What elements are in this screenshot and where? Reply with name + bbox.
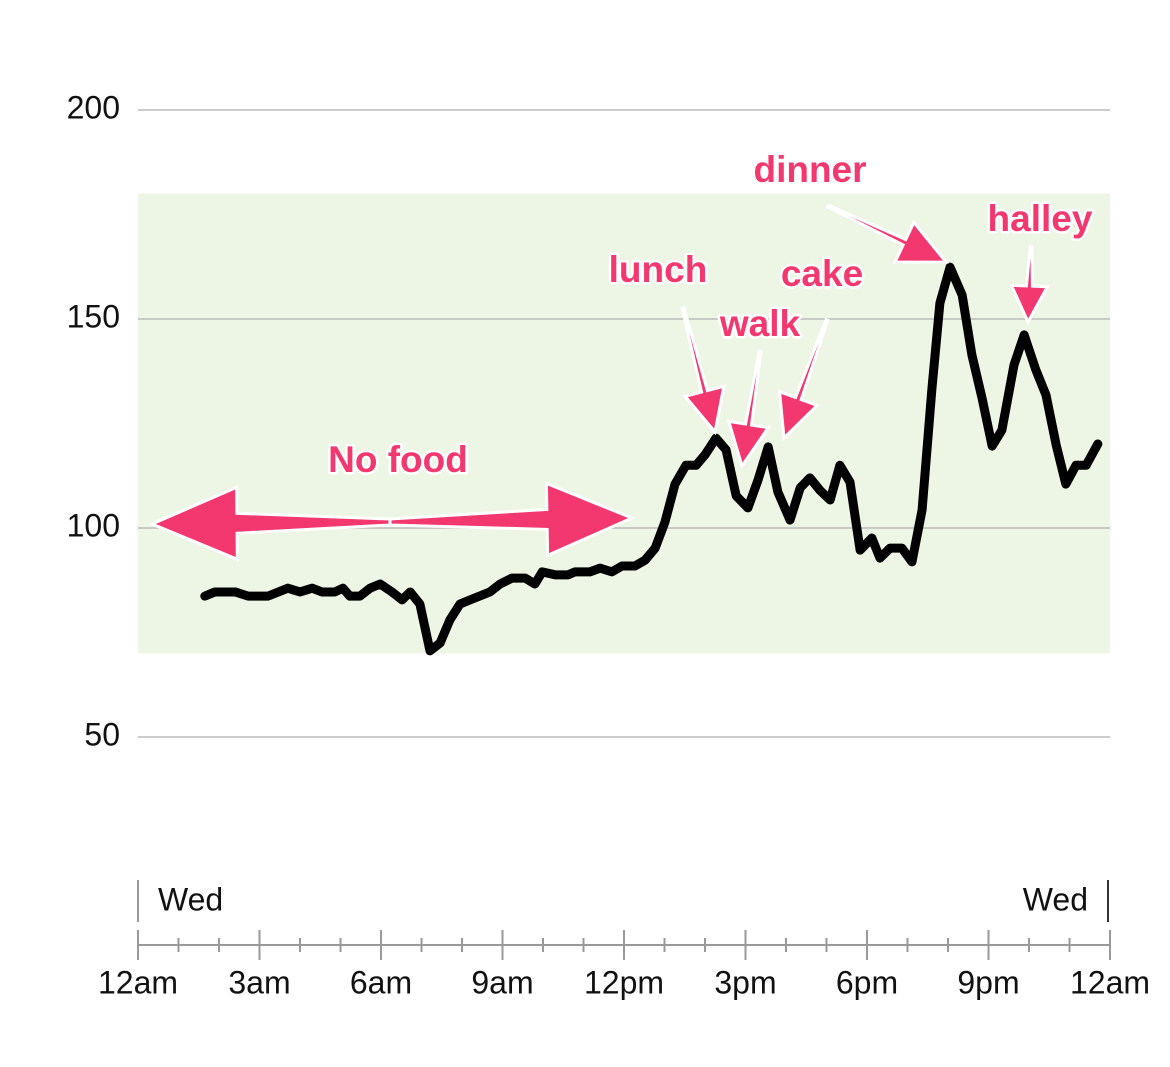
annotation-arrow: [148, 485, 392, 562]
annotation: No food: [328, 439, 468, 480]
annotation-arrow: [726, 350, 771, 470]
x-tick-label: 3pm: [714, 964, 776, 1000]
y-tick-label: 150: [67, 298, 120, 334]
annotation: halley: [988, 198, 1093, 239]
annotation: lunch: [609, 249, 708, 290]
x-tick-label: 6pm: [836, 964, 898, 1000]
x-tick-label: 12am: [98, 964, 178, 1000]
annotation: dinner: [753, 149, 866, 190]
x-tick-label: 6am: [350, 964, 412, 1000]
x-tick-label: 12am: [1070, 964, 1150, 1000]
day-label: Wed: [1023, 881, 1088, 917]
annotation: walk: [719, 303, 801, 344]
y-tick-label: 200: [67, 89, 120, 125]
x-tick-label: 12pm: [584, 964, 664, 1000]
annotation-arrow: [825, 203, 950, 264]
data-line: [200, 262, 1103, 656]
x-tick-label: 9am: [471, 964, 533, 1000]
annotation-arrow: [680, 305, 726, 436]
x-tick-label: 3am: [228, 964, 290, 1000]
y-tick-label: 50: [84, 716, 120, 752]
y-tick-label: 100: [67, 507, 120, 543]
day-label: Wed: [158, 881, 223, 917]
annotation-arrow: [388, 481, 636, 558]
annotation: cake: [781, 253, 863, 294]
annotation-arrow: [777, 317, 830, 442]
annotation-arrow: [1009, 245, 1050, 326]
x-tick-label: 9pm: [957, 964, 1019, 1000]
